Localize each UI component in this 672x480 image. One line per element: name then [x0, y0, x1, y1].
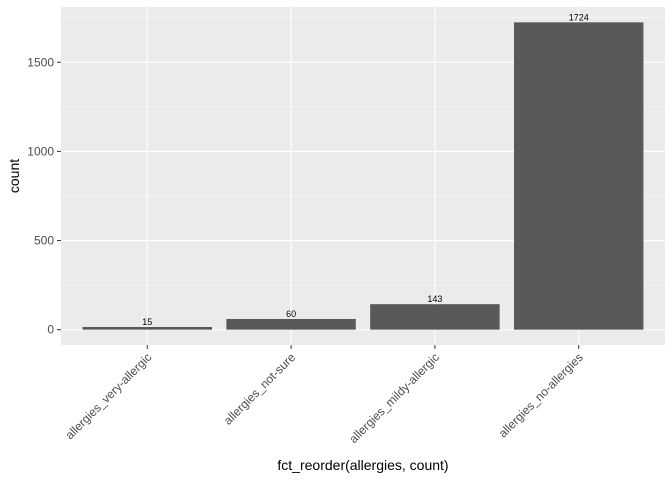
bar-value-label: 143 [427, 294, 442, 304]
bar [226, 318, 356, 330]
y-tick-label: 0 [47, 323, 54, 337]
y-axis: 0 500 1000 1500 [27, 55, 61, 337]
y-tick-label: 500 [34, 234, 54, 248]
bar-value-label: 1724 [569, 12, 589, 22]
x-axis: allergies_very-allergic allergies_not-sur… [62, 345, 586, 446]
y-tick-label: 1500 [27, 55, 54, 69]
bar [82, 326, 212, 330]
x-tick-label: allergies_not-sure [221, 350, 299, 428]
bar-value-label: 15 [142, 317, 152, 327]
bars [82, 22, 644, 330]
bar [514, 22, 644, 330]
x-tick-label: allergies_very-allergic [62, 350, 154, 442]
x-tick-label: allergies_mildy-allergic [346, 350, 442, 446]
x-axis-title: fct_reorder(allergies, count) [277, 457, 448, 473]
y-tick-label: 1000 [27, 144, 54, 158]
y-axis-title: count [6, 159, 22, 193]
x-tick-label: allergies_no-allergies [496, 350, 586, 440]
bar-value-labels: 15 60 143 1724 [142, 12, 588, 327]
bar-value-label: 60 [286, 309, 296, 319]
bar [370, 304, 500, 330]
